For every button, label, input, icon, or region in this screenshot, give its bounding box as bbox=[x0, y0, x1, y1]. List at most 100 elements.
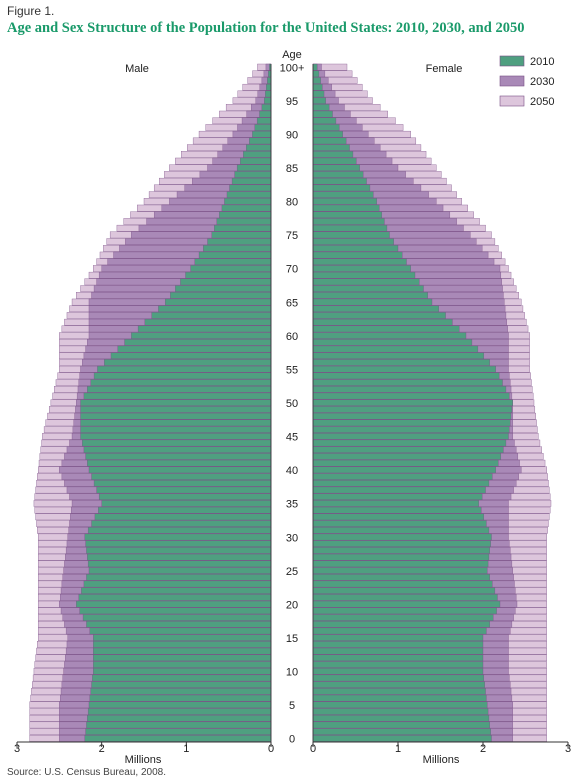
bar-female-2010-age-57 bbox=[312, 352, 485, 360]
bar-male-2010-age-27 bbox=[87, 553, 272, 561]
bar-male-2010-age-73 bbox=[203, 245, 272, 252]
bar-female-2010-age-51 bbox=[312, 392, 510, 400]
bar-female-2010-age-38 bbox=[312, 480, 490, 487]
age-tick-label: 5 bbox=[289, 700, 295, 712]
bar-male-2010-age-76 bbox=[214, 224, 272, 232]
age-tick-label: 75 bbox=[286, 230, 298, 242]
figure-label: Figure 1. bbox=[7, 4, 55, 18]
bar-male-2010-age-77 bbox=[216, 218, 272, 225]
bar-male-2010-age-71 bbox=[194, 258, 272, 266]
bar-female-2010-age-3 bbox=[312, 714, 490, 722]
bar-male-2010-age-95 bbox=[264, 97, 272, 104]
bar-female-2010-age-24 bbox=[312, 574, 490, 581]
bar-male-2010-age-19 bbox=[79, 607, 272, 615]
bar-female-2010-age-65 bbox=[312, 298, 433, 306]
bar-male-2010-age-15 bbox=[93, 634, 272, 641]
bar-male-2010-age-8 bbox=[91, 681, 272, 688]
age-tick-label: 65 bbox=[286, 297, 298, 309]
bar-female-2010-age-73 bbox=[312, 245, 399, 252]
bar-female-2010-age-58 bbox=[312, 345, 479, 353]
bar-male-2010-age-42 bbox=[85, 453, 272, 460]
bar-male-2010-age-60 bbox=[131, 332, 272, 339]
bar-male-2010-age-39 bbox=[91, 473, 272, 480]
bar-male-2010-age-78 bbox=[219, 211, 272, 219]
bar-female-2010-age-26 bbox=[312, 560, 489, 568]
bar-male-2010-age-35 bbox=[101, 500, 272, 507]
legend-swatch-2030 bbox=[499, 75, 525, 87]
bar-female-2010-age-59 bbox=[312, 339, 473, 346]
bar-male-2010-age-18 bbox=[82, 614, 272, 621]
bar-female-2010-age-67 bbox=[312, 285, 424, 292]
bar-male-2010-age-26 bbox=[87, 560, 272, 568]
bar-female-2010-age-32 bbox=[312, 520, 487, 527]
legend-swatch-2010 bbox=[499, 55, 525, 67]
bar-male-2010-age-99 bbox=[268, 70, 272, 78]
male-x-tick-label: 2 bbox=[99, 743, 105, 755]
bar-male-2010-age-16 bbox=[89, 627, 272, 635]
bar-male-2010-age-34 bbox=[98, 506, 272, 514]
bar-female-2010-age-45 bbox=[312, 433, 509, 440]
age-tick-label: 85 bbox=[286, 163, 298, 175]
bar-female-2010-age-71 bbox=[312, 258, 407, 266]
bar-female-2010-age-40 bbox=[312, 466, 496, 474]
bar-male-2010-age-86 bbox=[240, 157, 272, 165]
bar-female-2010-age-87 bbox=[312, 151, 354, 158]
bar-female-2010-age-94 bbox=[312, 104, 330, 111]
bar-male-2010-age-23 bbox=[83, 580, 272, 588]
bar-female-2010-age-10 bbox=[312, 667, 484, 675]
bar-male-2010-age-33 bbox=[94, 513, 272, 521]
bar-female-2010-age-49 bbox=[312, 406, 513, 413]
bar-male-2010-age-47 bbox=[80, 419, 272, 427]
bar-male-2010-age-13 bbox=[93, 647, 272, 655]
bar-female-2010-age-44 bbox=[312, 439, 507, 447]
age-tick-label: 0 bbox=[289, 734, 295, 746]
bar-male-2010-age-17 bbox=[86, 620, 272, 628]
bar-female-2010-age-20 bbox=[312, 600, 501, 608]
bar-female-2010-age-95 bbox=[312, 97, 326, 104]
axis-layer: 3 2 1 0 0 1 2 3100+9590858075706560555045403530… bbox=[14, 62, 571, 755]
female-x-tick-label: 0 bbox=[310, 743, 316, 755]
bar-male-2010-age-92 bbox=[256, 117, 272, 125]
bar-female-2010-age-60 bbox=[312, 332, 467, 339]
bar-male-2010-age-98 bbox=[267, 77, 272, 84]
age-tick-label: 40 bbox=[286, 465, 298, 477]
bar-male-2010-age-85 bbox=[236, 164, 272, 172]
bar-male-2010-age-1 bbox=[85, 728, 272, 735]
bar-male-2010-age-6 bbox=[89, 694, 272, 702]
bar-male-2010-age-65 bbox=[164, 298, 272, 306]
bar-female-2010-age-36 bbox=[312, 493, 483, 501]
bar-male-2010-age-70 bbox=[190, 265, 272, 272]
bar-female-2010-age-0 bbox=[312, 735, 492, 742]
bar-female-2010-age-52 bbox=[312, 386, 507, 393]
bar-female-2010-age-80 bbox=[312, 198, 377, 205]
bar-male-2010-age-56 bbox=[104, 359, 272, 366]
age-tick-label: 15 bbox=[286, 633, 298, 645]
bar-male-2010-age-59 bbox=[124, 339, 272, 346]
bar-male-2010-age-25 bbox=[88, 567, 272, 574]
age-tick-label: 45 bbox=[286, 432, 298, 444]
age-tick-label: 30 bbox=[286, 532, 298, 544]
bar-male-2010-age-2 bbox=[86, 721, 272, 729]
bar-male-2010-age-82 bbox=[229, 184, 272, 192]
bar-female-2010-age-39 bbox=[312, 473, 493, 480]
bar-male-2010-age-30 bbox=[84, 533, 272, 541]
age-tick-label: 70 bbox=[286, 264, 298, 276]
bar-female-2010-age-69 bbox=[312, 271, 416, 279]
bar-female-2010-age-86 bbox=[312, 157, 357, 165]
age-axis-title: Age bbox=[282, 49, 302, 61]
bar-female-2010-age-8 bbox=[312, 681, 485, 688]
source-note: Source: U.S. Census Bureau, 2008. bbox=[7, 767, 166, 778]
bar-male-2010-age-69 bbox=[185, 271, 272, 279]
female-x-tick-label: 2 bbox=[480, 743, 486, 755]
bar-male-2010-age-11 bbox=[93, 661, 272, 668]
bar-female-2010-age-76 bbox=[312, 224, 388, 232]
bar-female-2010-age-43 bbox=[312, 446, 504, 454]
bar-female-2010-age-25 bbox=[312, 567, 488, 574]
bar-male-2010-age-66 bbox=[170, 292, 272, 299]
bar-male-2010-age-97 bbox=[266, 83, 272, 91]
female-x-tick-label: 3 bbox=[565, 743, 571, 755]
x-axis-label-female: Millions bbox=[423, 754, 460, 766]
bar-female-2010-age-96 bbox=[312, 90, 325, 98]
age-tick-label: 60 bbox=[286, 331, 298, 343]
